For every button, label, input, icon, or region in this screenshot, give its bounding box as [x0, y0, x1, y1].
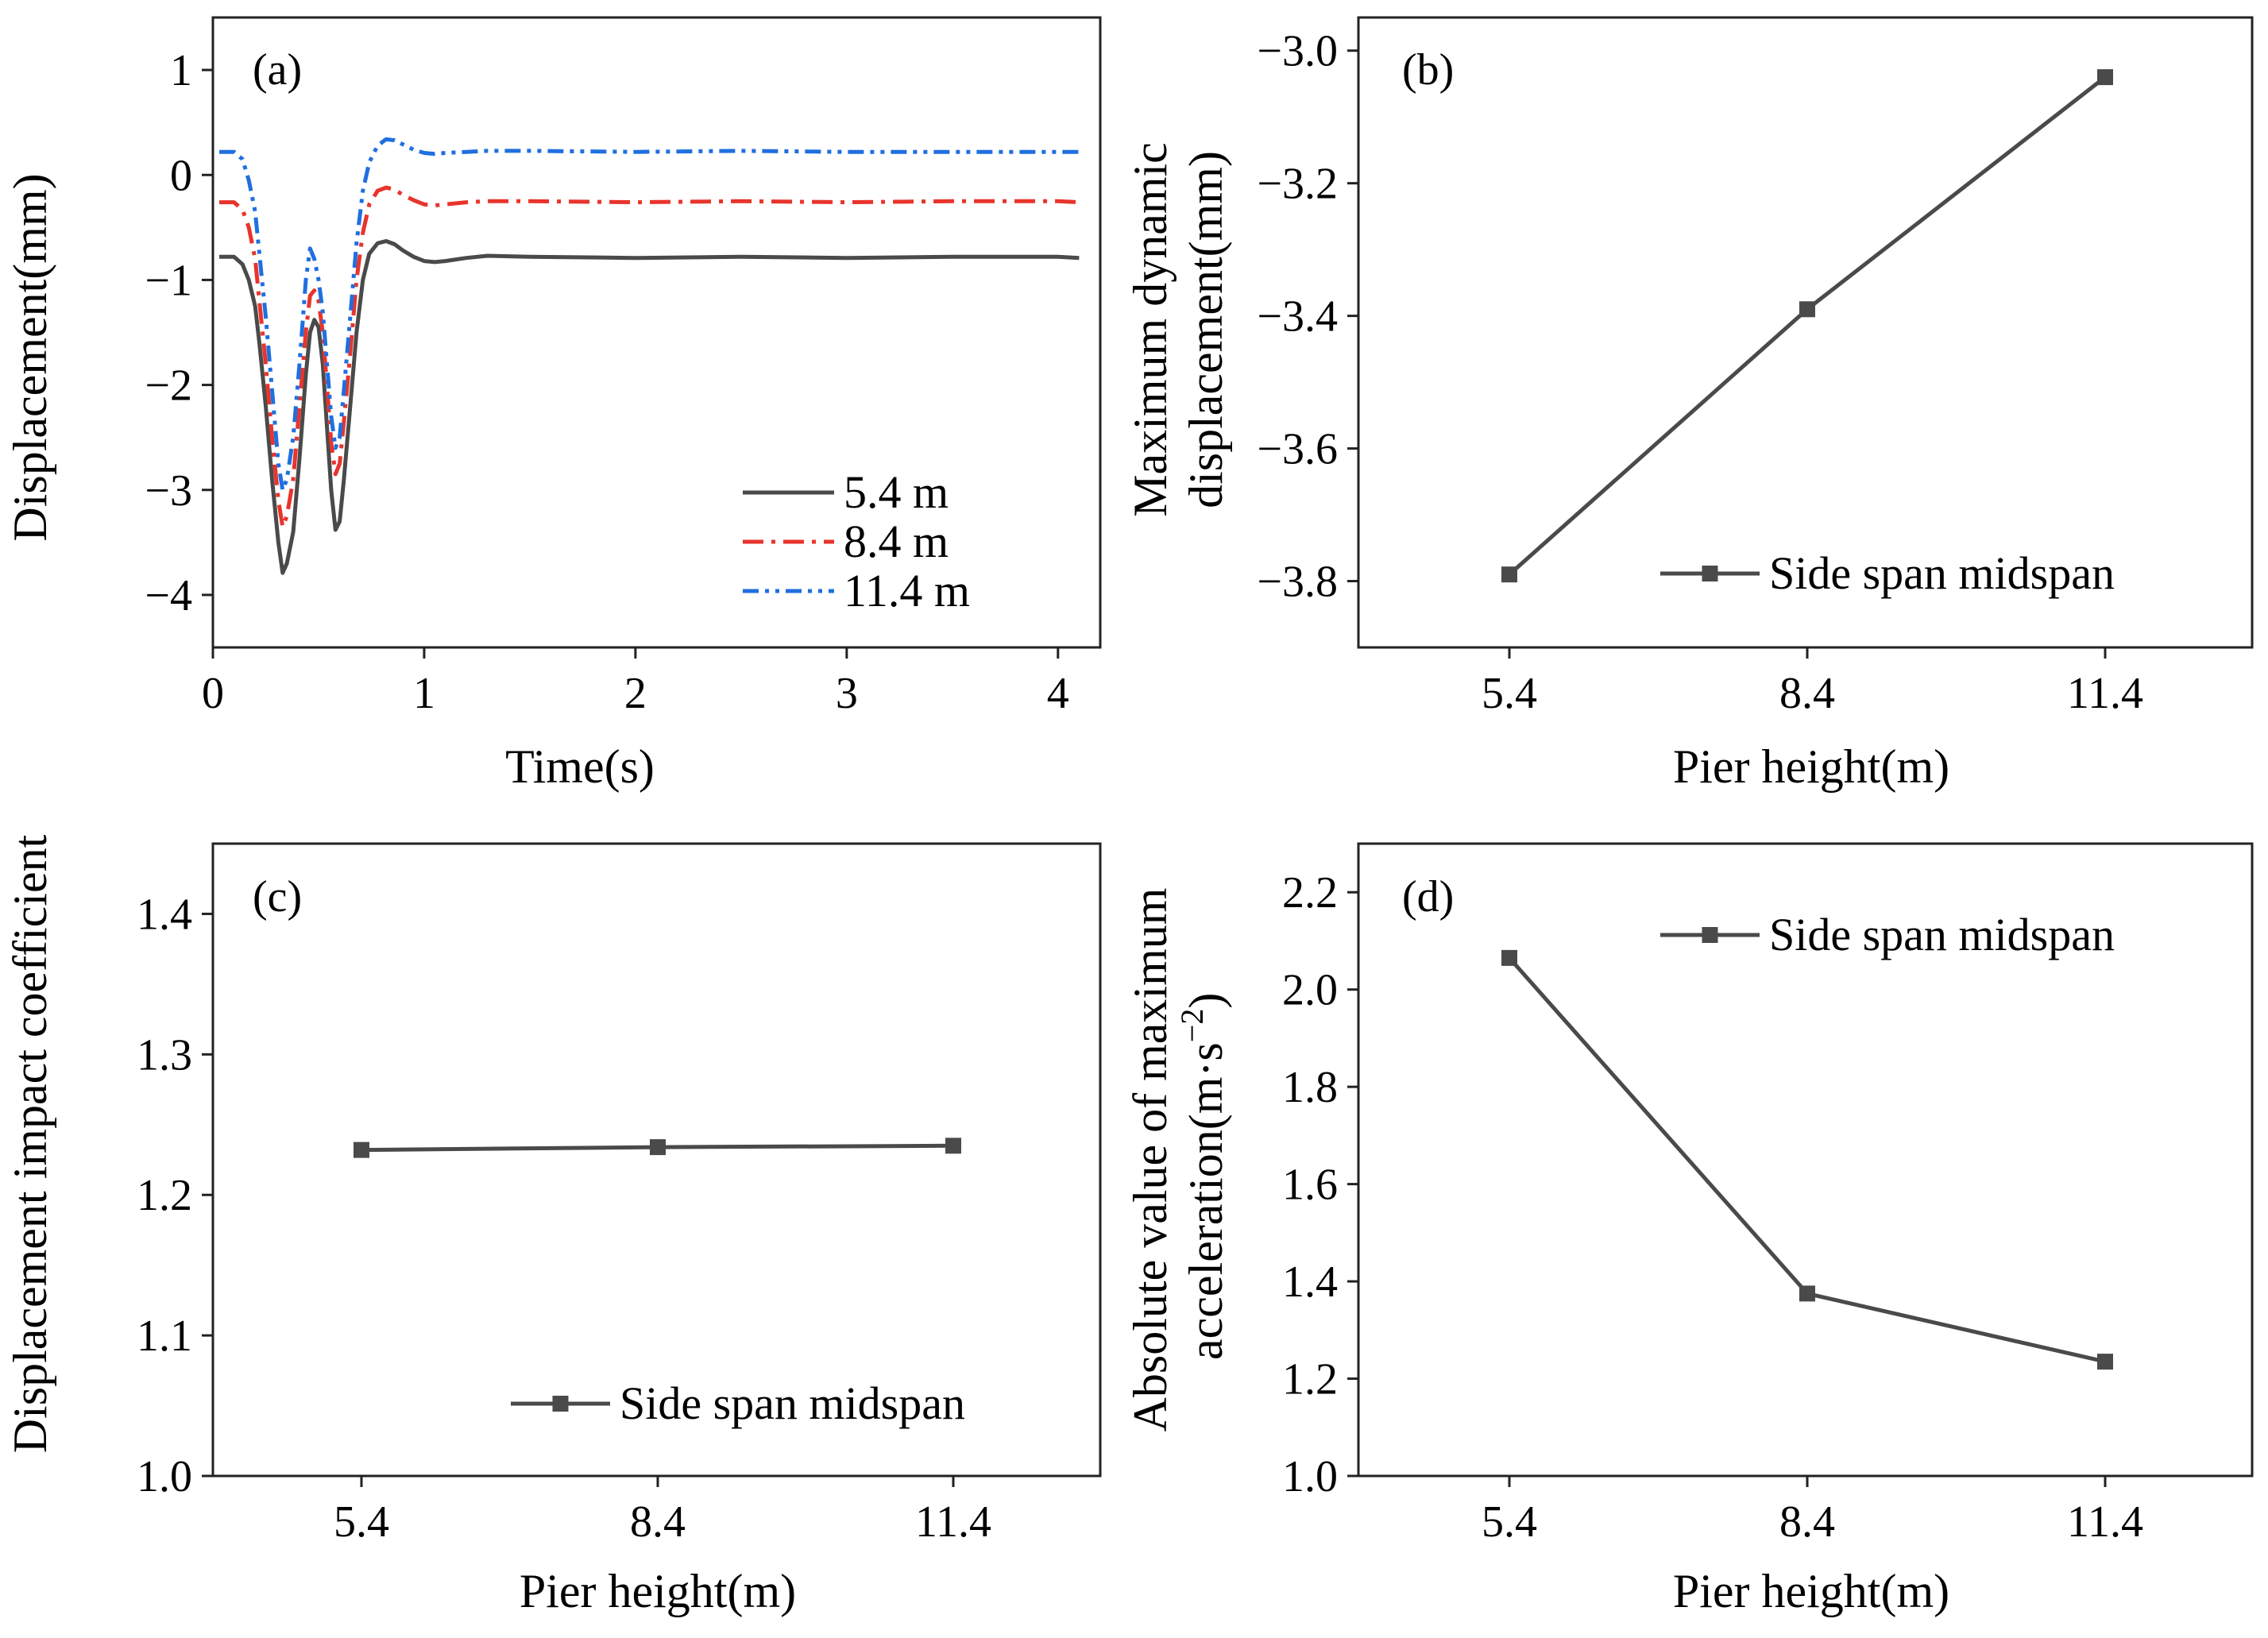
panel-d-x-axis-title: Pier height(m) [1673, 1565, 1949, 1617]
panel-b-data-point [2097, 69, 2113, 86]
panel-c-y-tick-label: 1.4 [137, 890, 192, 939]
panel-b-legend-label: Side span midspan [1769, 547, 2115, 599]
panel-b-x-tick-label: 8.4 [1779, 669, 1835, 718]
panel-a-label: (a) [253, 45, 302, 95]
panel-d-y-tick-label: 2.2 [1282, 868, 1338, 918]
panel-b-data-point [1799, 301, 1815, 318]
panel-c-displacement-impact-coefficient: (c) Pier height(m) Displacement impact c… [4, 834, 1102, 1617]
panel-a-plot-frame [211, 16, 1102, 649]
panel-a-y-axis-title: Displacement(mm) [4, 173, 56, 541]
panel-d-y-axis-unit-exponent: −2 [1174, 1009, 1210, 1043]
panel-d-legend-marker [1702, 927, 1718, 943]
panel-d-data-point [1799, 1285, 1815, 1302]
panel-c-x-tick-label: 5.4 [334, 1497, 389, 1547]
panel-c-y-tick-label: 1.3 [137, 1030, 192, 1080]
panel-b-y-axis-title-line-2: displacement(mm) [1180, 151, 1232, 508]
panel-a-series-line [219, 137, 1080, 493]
panel-b-x-tick-label: 11.4 [2067, 669, 2143, 718]
panel-d-y-tick-label: 1.8 [1282, 1063, 1338, 1112]
panel-b-y-tick-label: −3.0 [1257, 27, 1338, 76]
panel-c-data-point [650, 1139, 666, 1156]
panel-d-y-axis-title-line-1: Absolute value of maximum [1124, 888, 1177, 1432]
panel-b-x-axis-title: Pier height(m) [1673, 740, 1949, 793]
panel-c-x-tick-label: 11.4 [915, 1497, 991, 1547]
panel-c-label: (c) [253, 872, 302, 921]
panel-d-y-tick-label: 1.0 [1282, 1452, 1338, 1501]
panel-c-x-tick-label: 8.4 [630, 1497, 686, 1547]
panel-c-data-point [945, 1138, 961, 1154]
panel-a-y-tick-label: −4 [145, 571, 192, 620]
panel-d-x-tick-label: 11.4 [2067, 1497, 2143, 1547]
panel-a-x-tick-label: 1 [413, 669, 435, 718]
panel-d-max-acceleration: (d) Pier height(m) Absolute value of max… [1124, 842, 2254, 1617]
panel-c-legend-marker [552, 1396, 569, 1412]
panel-a-x-tick-label: 0 [202, 669, 224, 718]
panel-a-series-line [219, 239, 1080, 575]
panel-b-y-tick-label: −3.2 [1257, 160, 1338, 209]
panel-d-y-tick-label: 1.4 [1282, 1257, 1338, 1307]
panel-d-y-axis-unit-base: acceleration(m·s [1180, 1042, 1232, 1360]
panel-a-legend-label: 11.4 m [844, 565, 970, 616]
panel-d-data-point [1501, 949, 1517, 966]
panel-b-legend-marker [1702, 566, 1718, 581]
panel-a-x-tick-label: 3 [836, 669, 858, 718]
panel-a-legend-label: 5.4 m [844, 466, 949, 518]
panel-a-x-tick-label: 4 [1047, 669, 1069, 718]
panel-d-y-tick-label: 1.6 [1282, 1161, 1338, 1210]
panel-b-label: (b) [1402, 45, 1454, 95]
panel-b-y-tick-label: −3.6 [1257, 425, 1338, 474]
panel-b-y-tick-label: −3.4 [1257, 292, 1338, 342]
panel-d-y-tick-label: 2.0 [1282, 966, 1338, 1015]
panel-b-max-dynamic-displacement: (b) Pier height(m) Maximum dynamic displ… [1124, 16, 2254, 793]
panel-b-y-tick-label: −3.8 [1257, 558, 1338, 607]
panel-b-x-tick-label: 5.4 [1482, 669, 1537, 718]
panel-a-y-tick-label: −3 [145, 466, 192, 516]
panel-a-legend-label: 8.4 m [844, 516, 949, 567]
panel-b-data-point [1501, 566, 1517, 583]
panel-a-y-tick-label: 1 [170, 46, 192, 95]
panel-d-plot-frame [1357, 842, 2254, 1478]
panel-c-x-axis-title: Pier height(m) [520, 1565, 796, 1617]
panel-d-x-tick-label: 8.4 [1779, 1497, 1835, 1547]
panel-a-x-tick-label: 2 [624, 669, 647, 718]
panel-a-y-tick-label: 0 [170, 151, 192, 200]
panel-d-x-tick-label: 5.4 [1482, 1497, 1537, 1547]
panel-c-y-tick-label: 1.1 [137, 1312, 192, 1361]
panel-a-x-axis-title: Time(s) [505, 740, 655, 793]
panel-c-legend-label: Side span midspan [620, 1377, 965, 1429]
panel-c-data-point [354, 1142, 369, 1158]
panel-a-displacement-time-history: (a) Time(s) Displacement(mm) −4 −3 −2 −1 0 1 0… [4, 16, 1102, 793]
panel-d-data-point [2097, 1354, 2113, 1370]
panel-c-y-axis-title: Displacement impact coefficient [4, 834, 56, 1453]
panel-b-plot-frame [1357, 16, 2254, 649]
panel-c-y-tick-label: 1.0 [137, 1452, 192, 1501]
panel-d-label: (d) [1402, 872, 1454, 921]
panel-a-y-tick-label: −1 [145, 256, 192, 305]
panel-b-y-axis-title-line-1: Maximum dynamic [1124, 142, 1177, 517]
panel-c-y-tick-label: 1.2 [137, 1171, 192, 1220]
panel-a-y-tick-label: −2 [145, 361, 192, 411]
panel-d-legend-label: Side span midspan [1769, 909, 2115, 960]
panel-d-y-axis-unit-close: ) [1180, 993, 1232, 1009]
panel-d-y-tick-label: 1.2 [1282, 1355, 1338, 1404]
panel-d-y-axis-title-line-2: acceleration(m·s−2) [1174, 993, 1232, 1360]
